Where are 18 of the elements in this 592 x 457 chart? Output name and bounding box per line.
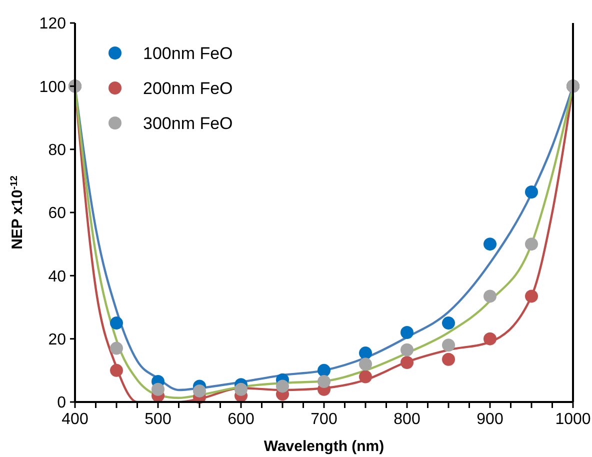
y-tick-label: 120 xyxy=(39,16,66,33)
y-tick-label: 60 xyxy=(48,205,66,222)
x-tick-label: 600 xyxy=(228,411,254,428)
x-axis-title: Wavelength (nm) xyxy=(264,438,384,455)
y-tick-label: 0 xyxy=(57,394,66,412)
x-tick-label: 400 xyxy=(62,411,88,428)
y-tick-label: 80 xyxy=(48,142,66,159)
x-tick-label: 1000 xyxy=(555,411,591,428)
y-tick-label: 100 xyxy=(39,78,66,96)
legend-label: 200nm FeO xyxy=(143,78,233,98)
legend-label: 300nm FeO xyxy=(143,114,233,133)
x-tick-label: 800 xyxy=(394,411,420,428)
legend-label: 100nm FeO xyxy=(143,44,233,63)
y-tick-label: 20 xyxy=(48,331,66,348)
y-tick-label: 40 xyxy=(48,268,66,286)
x-tick-label: 500 xyxy=(144,411,172,428)
x-tick-label: 700 xyxy=(310,411,338,428)
x-tick-label: 900 xyxy=(476,411,504,428)
